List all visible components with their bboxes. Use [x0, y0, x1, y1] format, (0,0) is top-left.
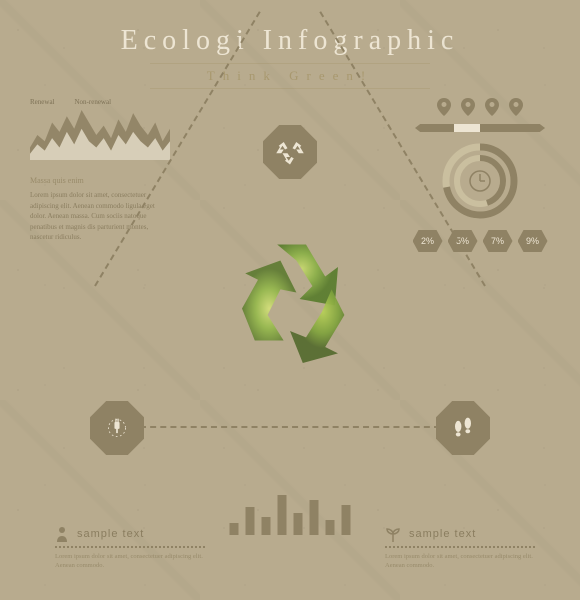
- bar: [342, 505, 351, 535]
- page-subtitle: Think Green!: [150, 63, 430, 89]
- map-pin-icon: [461, 98, 475, 116]
- plug-sun-icon: [100, 411, 134, 445]
- node-recycle: [263, 125, 317, 179]
- sample-block-left: sample text Lorem ipsum dolor sit amet, …: [55, 526, 205, 570]
- bar: [262, 517, 271, 535]
- sample-right-body: Lorem ipsum dolor sit amet, consectetuer…: [385, 552, 535, 570]
- pct-chip: 7%: [483, 230, 513, 252]
- area-chart-label-a: Renewal: [30, 98, 55, 106]
- bar: [310, 500, 319, 535]
- area-chart-label-b: Non-renewal: [75, 98, 112, 106]
- sample-left-body: Lorem ipsum dolor sit amet, consectetuer…: [55, 552, 205, 570]
- footprints-icon: [447, 412, 479, 444]
- bar: [278, 495, 287, 535]
- sample-block-right: sample text Lorem ipsum dolor sit amet, …: [385, 526, 535, 570]
- page-title: Ecologi Infographic: [0, 0, 580, 57]
- bottom-bar-chart: [230, 485, 351, 535]
- bar: [326, 520, 335, 535]
- sample-right-label: sample text: [409, 528, 476, 540]
- recycle-icon: [275, 137, 305, 167]
- center-recycle-icon: [210, 216, 370, 381]
- pct-chip: 9%: [518, 230, 548, 252]
- bar: [230, 523, 239, 535]
- triangle-diagram: [100, 135, 480, 445]
- map-pins-row: [437, 98, 523, 116]
- map-pin-icon: [509, 98, 523, 116]
- map-pin-icon: [485, 98, 499, 116]
- sprout-icon: [385, 526, 401, 542]
- triangle-edge: [140, 426, 440, 428]
- node-footprint: [436, 401, 490, 455]
- node-energy: [90, 401, 144, 455]
- bar: [246, 507, 255, 535]
- progress-bar: [415, 124, 545, 132]
- bar: [294, 513, 303, 535]
- person-icon: [55, 526, 69, 542]
- sample-left-label: sample text: [77, 528, 144, 540]
- map-pin-icon: [437, 98, 451, 116]
